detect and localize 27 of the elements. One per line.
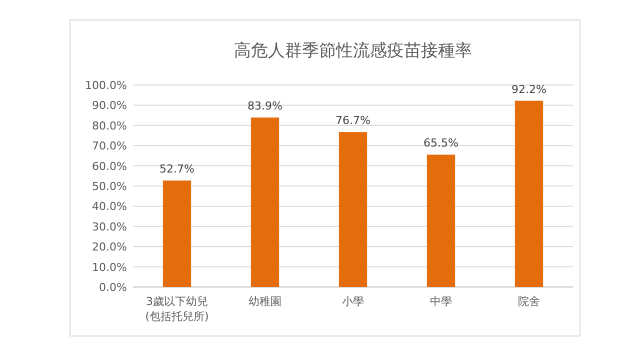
bar xyxy=(250,118,280,287)
bar xyxy=(514,100,544,287)
y-tick-label: 20.0% xyxy=(92,240,127,254)
y-tick-label: 100.0% xyxy=(85,79,127,92)
y-tick-label: 60.0% xyxy=(92,160,127,173)
x-tick-label: 院舍 xyxy=(518,295,540,308)
y-tick-label: 80.0% xyxy=(92,119,127,132)
bar xyxy=(426,154,456,287)
y-tick-label: 50.0% xyxy=(92,180,127,193)
y-tick-label: 10.0% xyxy=(92,260,127,274)
chart-title: 高危人群季節性流感疫苗接種率 xyxy=(234,41,472,61)
bar xyxy=(162,180,192,287)
y-tick-label: 0.0% xyxy=(99,281,127,294)
y-tick-label: 90.0% xyxy=(92,99,127,112)
data-label: 52.7% xyxy=(160,162,194,176)
x-tick-label: 中學 xyxy=(430,295,452,308)
data-label: 92.2% xyxy=(512,82,546,96)
x-tick-label: 3歲以下幼兒 (包括托兒所) xyxy=(145,295,209,323)
bar xyxy=(338,132,368,287)
y-tick-label: 30.0% xyxy=(92,220,127,234)
data-label: 76.7% xyxy=(336,114,370,128)
data-label: 83.9% xyxy=(248,100,282,113)
x-tick-label: 幼稚園 xyxy=(248,295,282,308)
y-tick-label: 70.0% xyxy=(92,140,127,153)
y-tick-label: 40.0% xyxy=(92,200,127,214)
x-tick-label: 小學 xyxy=(342,295,364,308)
data-label: 65.5% xyxy=(424,136,458,150)
